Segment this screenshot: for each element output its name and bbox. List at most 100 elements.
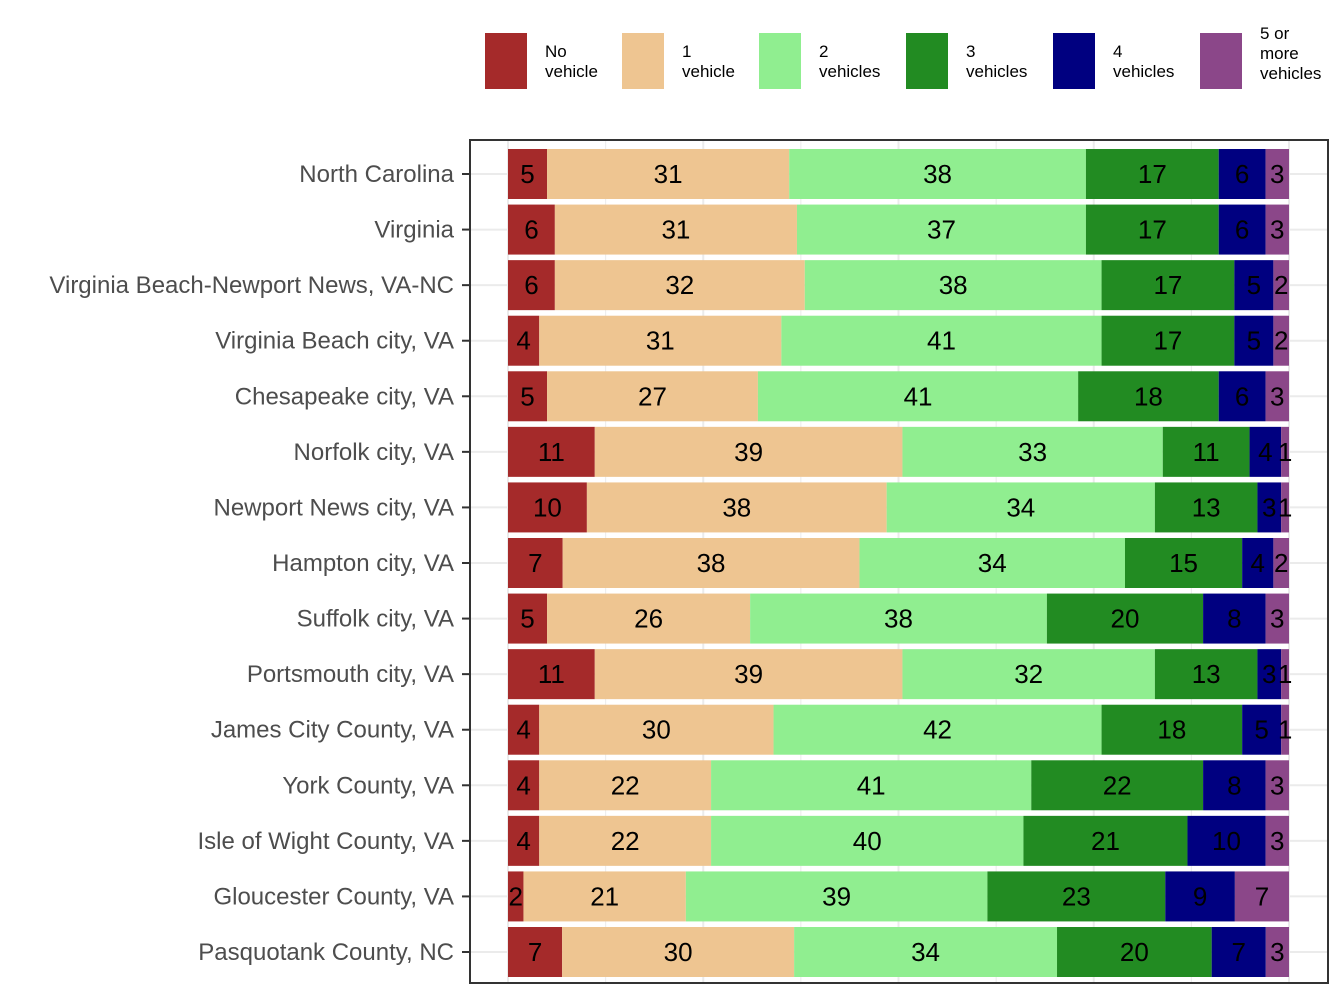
bar-segment bbox=[1281, 704, 1289, 755]
bar-segment bbox=[586, 482, 887, 533]
data-label: 8 bbox=[1227, 604, 1241, 634]
bar-segment bbox=[1165, 871, 1235, 922]
bar-segment bbox=[750, 593, 1047, 644]
bar-segment bbox=[1162, 426, 1250, 477]
bar-segment bbox=[508, 815, 540, 866]
bar-row: 4 31 41 17 5 2 bbox=[508, 315, 1289, 366]
y-tick-label: Virginia bbox=[374, 217, 454, 244]
bar-segment bbox=[711, 815, 1024, 866]
data-label: 11 bbox=[538, 437, 565, 467]
bar-segment bbox=[508, 538, 563, 588]
bar-segment bbox=[1281, 426, 1289, 477]
bar-segment bbox=[508, 482, 587, 533]
data-label: 38 bbox=[722, 492, 751, 522]
bar-row: 4 22 41 22 8 3 bbox=[508, 760, 1289, 811]
data-label: 3 bbox=[1270, 381, 1284, 411]
bar-segment bbox=[562, 927, 795, 977]
data-label: 3 bbox=[1270, 826, 1284, 856]
data-label: 41 bbox=[927, 326, 956, 356]
data-label: 5 bbox=[1247, 270, 1261, 300]
bar-segment bbox=[508, 315, 540, 366]
legend-label: No vehicle bbox=[545, 42, 598, 81]
y-tick-label: Isle of Wight County, VA bbox=[197, 828, 454, 855]
bar-segment bbox=[1187, 815, 1266, 866]
data-label: 23 bbox=[1062, 881, 1091, 911]
y-tick-label: Portsmouth city, VA bbox=[247, 661, 454, 688]
bar-segment bbox=[1281, 482, 1289, 533]
panel-border bbox=[469, 139, 1329, 984]
data-label: 38 bbox=[939, 270, 968, 300]
bar-segment bbox=[1046, 593, 1204, 644]
data-label: 41 bbox=[857, 770, 886, 800]
legend-label: 1 vehicle bbox=[682, 42, 735, 81]
legend-label: 5 or more vehicles bbox=[1260, 24, 1321, 83]
data-label: 38 bbox=[697, 548, 726, 578]
bar-segment bbox=[539, 815, 712, 866]
bar-segment bbox=[685, 871, 988, 922]
bar-segment bbox=[1281, 649, 1289, 700]
data-label: 40 bbox=[853, 826, 882, 856]
data-label: 20 bbox=[1120, 937, 1149, 967]
data-label: 3 bbox=[1270, 937, 1284, 967]
bar-segment bbox=[757, 371, 1079, 422]
bar-segment bbox=[508, 927, 563, 977]
bar-row: 5 27 41 18 6 3 bbox=[508, 371, 1289, 422]
data-label: 6 bbox=[524, 270, 538, 300]
bar-segment bbox=[1249, 426, 1282, 477]
data-label: 34 bbox=[1006, 492, 1035, 522]
legend-swatch bbox=[759, 33, 801, 89]
bar-segment bbox=[539, 704, 774, 755]
data-label: 20 bbox=[1111, 604, 1140, 634]
data-label: 13 bbox=[1192, 659, 1221, 689]
bar-segment bbox=[594, 649, 903, 700]
bar-segment bbox=[508, 204, 555, 255]
data-label: 1 bbox=[1278, 492, 1292, 522]
legend-label: 4 vehicles bbox=[1113, 42, 1174, 81]
bar-segment bbox=[508, 871, 524, 922]
bar-segment bbox=[508, 593, 548, 644]
bar-segment bbox=[1218, 149, 1266, 199]
y-axis: North Carolina Virginia Virginia Beach-New… bbox=[49, 161, 470, 966]
data-label: 31 bbox=[646, 326, 675, 356]
data-label: 11 bbox=[538, 659, 565, 689]
y-tick-label: Pasquotank County, NC bbox=[198, 939, 454, 966]
data-label: 32 bbox=[1014, 659, 1043, 689]
data-label: 39 bbox=[822, 881, 851, 911]
data-label: 34 bbox=[911, 937, 940, 967]
data-label: 2 bbox=[1274, 548, 1288, 578]
bar-segment bbox=[859, 538, 1125, 588]
bar-segment bbox=[1265, 204, 1289, 255]
bar-segment bbox=[539, 760, 712, 811]
bar-segment bbox=[594, 426, 903, 477]
bar-row: 6 31 37 17 6 3 bbox=[508, 204, 1289, 255]
legend-item: 2 vehicles bbox=[759, 33, 880, 89]
bar-row: 5 26 38 20 8 3 bbox=[508, 593, 1289, 644]
bar-segment bbox=[1218, 371, 1266, 422]
bar-segment bbox=[1057, 927, 1212, 977]
legend-swatch bbox=[906, 33, 948, 89]
legend-swatch bbox=[622, 33, 664, 89]
bar-segment bbox=[1078, 371, 1219, 422]
legend-item: 5 or more vehicles bbox=[1200, 24, 1321, 89]
bar-segment bbox=[804, 260, 1102, 311]
bar-segment bbox=[781, 315, 1102, 366]
legend-label: 3 vehicles bbox=[966, 42, 1027, 81]
data-label: 5 bbox=[1254, 715, 1268, 745]
bar-row: 10 38 34 13 3 1 bbox=[508, 482, 1292, 533]
data-label: 2 bbox=[1274, 270, 1288, 300]
legend-item: 3 vehicles bbox=[906, 33, 1027, 89]
plot-panel: 5 31 38 17 6 36 31 37 17 6 36 32 38 17 5 24 31 41 17 5 25 27 4… bbox=[469, 139, 1329, 984]
bar-segment bbox=[1085, 149, 1219, 199]
legend-swatch bbox=[1200, 33, 1242, 89]
data-label: 39 bbox=[734, 437, 763, 467]
bar-segment bbox=[508, 149, 548, 199]
bar-row: 11 39 33 11 4 1 bbox=[508, 426, 1292, 477]
bar-row: 11 39 32 13 3 1 bbox=[508, 649, 1292, 700]
legend: No vehicle 1 vehicle 2 vehicles 3 vehicles 4 vehi… bbox=[485, 24, 1321, 89]
data-label: 39 bbox=[734, 659, 763, 689]
data-label: 10 bbox=[1212, 826, 1241, 856]
data-label: 11 bbox=[1193, 437, 1220, 467]
data-label: 38 bbox=[923, 159, 952, 189]
bar-row: 4 22 40 21 10 3 bbox=[508, 815, 1289, 866]
data-label: 3 bbox=[1270, 215, 1284, 245]
